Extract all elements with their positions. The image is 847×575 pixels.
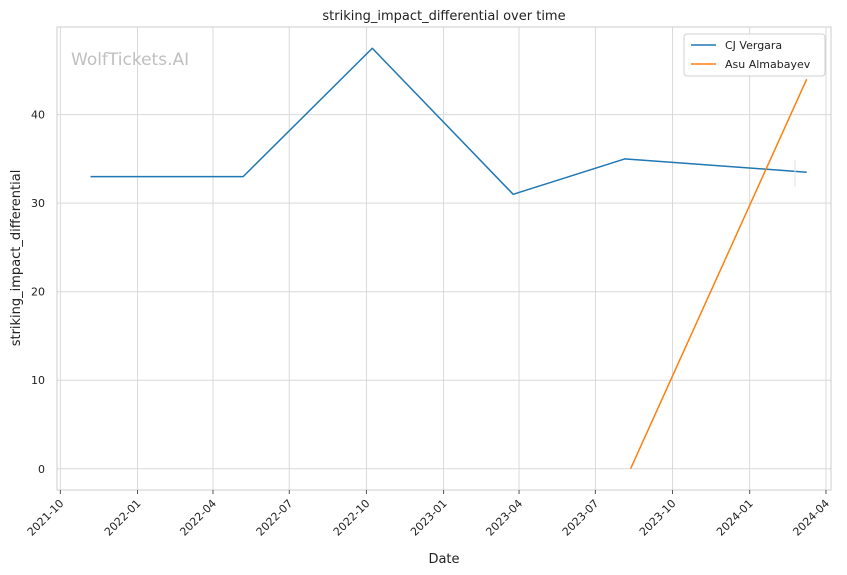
legend-label-asu-almabayev: Asu Almabayev xyxy=(725,58,811,71)
x-axis-ticks: 2021-10 2022-01 2022-04 2022-07 2022-10 2023-… xyxy=(25,490,832,539)
x-tick-label: 2023-04 xyxy=(483,497,525,539)
x-tick-label: 2024-01 xyxy=(714,497,756,539)
series-lines xyxy=(90,47,808,470)
legend-box xyxy=(683,33,826,77)
chart-title: striking_impact_differential over time xyxy=(322,9,565,24)
y-axis-label: striking_impact_differential xyxy=(9,170,24,347)
x-tick-label: 2023-01 xyxy=(408,497,450,539)
grid xyxy=(57,27,831,490)
x-tick-label: 2021-10 xyxy=(25,497,67,539)
y-tick-label: 20 xyxy=(31,286,45,299)
x-tick-label: 2023-10 xyxy=(637,497,679,539)
x-tick-label: 2022-07 xyxy=(254,497,296,539)
x-tick-label: 2024-04 xyxy=(790,497,832,539)
y-tick-label: 10 xyxy=(31,374,45,387)
x-tick-label: 2022-10 xyxy=(331,497,373,539)
x-tick-label: 2023-07 xyxy=(560,497,602,539)
x-tick-label: 2022-04 xyxy=(177,497,219,539)
x-axis-label: Date xyxy=(428,552,459,567)
legend-label-cj-vergara: CJ Vergara xyxy=(725,39,782,52)
legend: CJ Vergara Asu Almabayev xyxy=(683,33,826,77)
y-tick-label: 30 xyxy=(31,197,45,210)
series-line-asu-almabayev xyxy=(629,78,808,470)
series-line-cj-vergara xyxy=(90,47,807,196)
y-tick-label: 0 xyxy=(38,463,45,476)
y-axis-ticks: 0 10 20 30 40 xyxy=(31,109,45,476)
y-tick-label: 40 xyxy=(31,109,45,122)
watermark: WolfTickets.AI xyxy=(71,50,189,70)
x-tick-label: 2022-01 xyxy=(102,497,144,539)
